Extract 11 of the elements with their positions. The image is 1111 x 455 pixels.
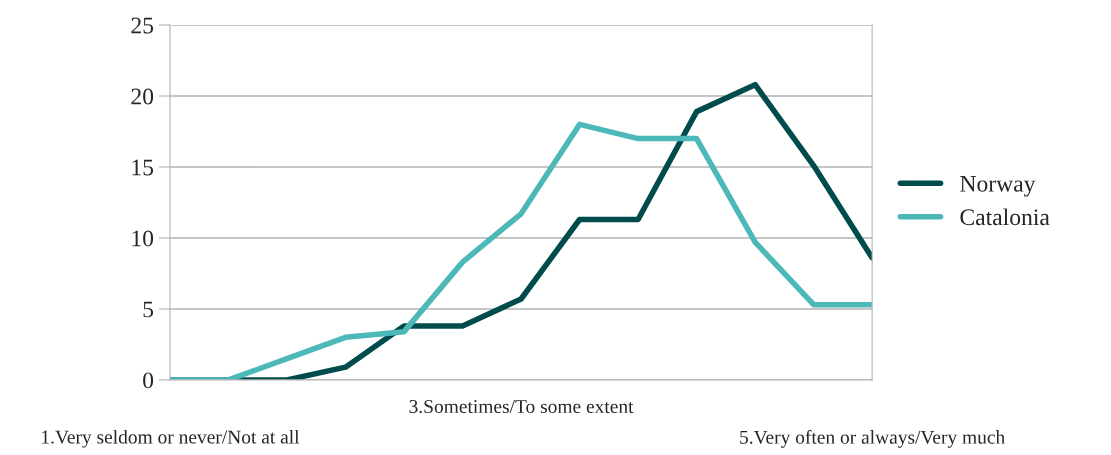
y-tick-label: 25 (131, 17, 154, 34)
x-tick-label: 1.Very seldom or never/Not at all (42, 429, 300, 448)
x-tick-label: 5.Very often or always/Very much (740, 429, 1005, 448)
y-tick-label: 5 (143, 301, 154, 318)
legend-label: Norway (960, 176, 1036, 197)
y-tick-label: 15 (132, 159, 154, 176)
legend-label: Catalonia (960, 208, 1050, 226)
y-tick-label: 10 (132, 230, 154, 247)
y-tick-label: 0 (143, 372, 154, 389)
y-tick-label: 20 (131, 88, 154, 105)
x-tick-label: 3.Sometimes/To some extent (409, 399, 634, 414)
